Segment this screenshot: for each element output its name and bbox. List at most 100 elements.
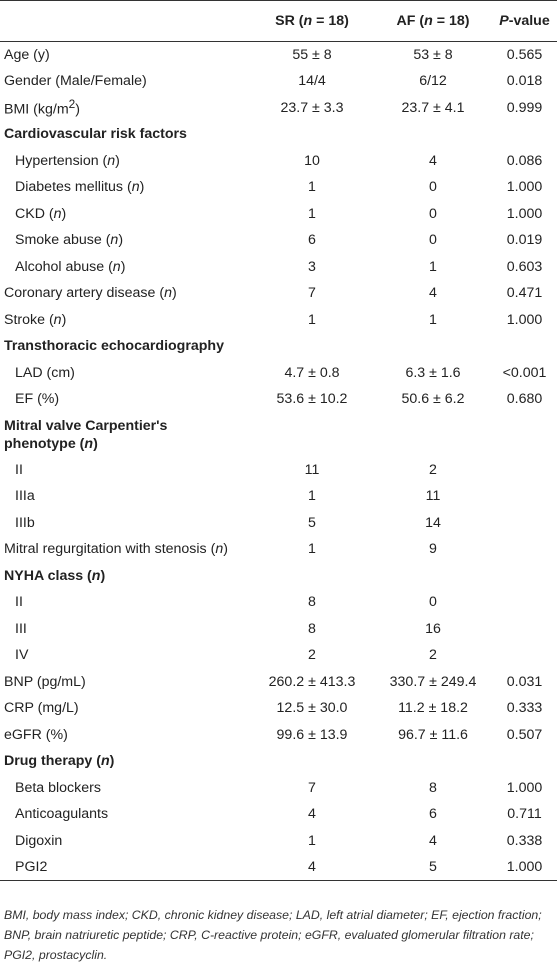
p-value [492,457,557,484]
section-heading: Cardiovascular risk factors [4,126,187,143]
sr-value: 4 [308,806,316,823]
af-value: 4 [429,285,437,302]
af-value: 0 [429,232,437,249]
table-row: Coronary artery disease (n) 7 4 0.471 [0,280,557,307]
sr-value: 1 [308,179,316,196]
section-heading: NYHA class (n) [4,567,106,584]
section-heading: Mitral valve Carpentier's phenotype (n) [4,417,168,452]
af-value: 50.6 ± 6.2 [401,391,465,408]
row-label: II [15,461,23,478]
p-value: <0.001 [502,364,547,381]
af-value: 1 [429,311,437,328]
header-label-cell [0,0,250,42]
header-af: AF (n = 18) [374,0,492,42]
sr-value: 12.5 ± 30.0 [276,700,348,717]
sr-value: 8 [308,620,316,637]
sr-value: 1 [308,541,316,558]
row-label: Mitral regurgitation with stenosis (n) [4,541,228,558]
p-value: 1.000 [506,179,543,196]
table-row: III 8 16 [0,616,557,643]
row-label: LAD (cm) [15,364,75,381]
section-row: NYHA class (n) [0,563,557,590]
sr-value: 55 ± 8 [292,47,332,63]
p-value [492,483,557,510]
sr-value: 99.6 ± 13.9 [276,726,348,743]
af-value: 5 [374,854,492,881]
section-row: Mitral valve Carpentier's phenotype (n) [0,413,557,457]
table-row: Anticoagulants 4 6 0.711 [0,801,557,828]
table-row: BNP (pg/mL) 260.2 ± 413.3 330.7 ± 249.4 … [0,669,557,696]
table-row: Mitral regurgitation with stenosis (n) 1… [0,536,557,563]
row-label: Diabetes mellitus (n) [15,179,145,196]
af-value: 53 ± 8 [413,47,453,63]
p-value [492,642,557,669]
p-value: 0.507 [506,726,543,743]
row-label: IV [15,647,29,664]
p-value [492,510,557,537]
p-value: 0.999 [506,99,543,116]
af-value: 23.7 ± 4.1 [401,99,465,116]
section-row: Transthoracic echocardiography [0,333,557,360]
af-value: 4 [429,152,437,169]
af-value: 2 [429,647,437,664]
sr-value: 1 [308,832,316,849]
sr-value: 10 [304,152,320,169]
af-value: 6/12 [419,73,447,90]
table-row: IV 2 2 [0,642,557,669]
row-label: CKD (n) [15,205,67,222]
af-value: 0 [429,179,437,196]
header-sr: SR (n = 18) [250,0,374,42]
row-label: Hypertension (n) [15,152,120,169]
row-label: eGFR (%) [4,726,68,743]
row-label: III [15,620,27,637]
sr-value: 4 [250,854,374,881]
p-value: 0.565 [506,47,543,63]
af-value: 16 [425,620,441,637]
sr-value: 23.7 ± 3.3 [280,99,344,116]
p-value: 0.018 [506,73,543,90]
row-label: IIIb [15,514,35,531]
sr-value: 1 [308,205,316,222]
section-row: Drug therapy (n) [0,748,557,775]
af-value: 14 [425,514,441,531]
row-label: Smoke abuse (n) [15,232,124,249]
table-row: Digoxin 1 4 0.338 [0,828,557,855]
p-value: 0.031 [506,673,543,690]
section-row: Cardiovascular risk factors [0,121,557,148]
row-label: Digoxin [15,832,63,849]
sr-value: 3 [308,258,316,275]
table-row: Beta blockers 7 8 1.000 [0,775,557,802]
table-row: IIIa 1 11 [0,483,557,510]
table-row: CKD (n) 1 0 1.000 [0,201,557,228]
af-value: 8 [429,779,437,796]
p-value: 1.000 [492,854,557,881]
table-row: BMI (kg/m2) 23.7 ± 3.3 23.7 ± 4.1 0.999 [0,95,557,122]
baseline-characteristics-table: SR (n = 18) AF (n = 18) P-value Age (y) … [0,0,557,881]
p-value: 1.000 [506,779,543,796]
sr-value: 7 [308,779,316,796]
af-value: 96.7 ± 11.6 [398,726,468,743]
p-value: 0.019 [506,232,543,249]
table-row: Alcohol abuse (n) 3 1 0.603 [0,254,557,281]
p-value: 0.680 [506,391,543,408]
sr-value: 53.6 ± 10.2 [276,391,348,408]
table-row: EF (%) 53.6 ± 10.2 50.6 ± 6.2 0.680 [0,386,557,413]
sr-value: 4.7 ± 0.8 [284,364,340,381]
row-label: Alcohol abuse (n) [15,258,126,275]
sr-value: 11 [304,461,320,478]
row-label: Stroke (n) [4,311,67,328]
p-value: 0.338 [506,832,543,849]
af-value: 1 [429,258,437,275]
p-value: 1.000 [506,205,543,222]
row-label: Gender (Male/Female) [4,73,147,90]
table-row: eGFR (%) 99.6 ± 13.9 96.7 ± 11.6 0.507 [0,722,557,749]
af-value: 0 [429,594,437,611]
af-value: 6.3 ± 1.6 [405,364,461,381]
row-label: Beta blockers [15,779,101,796]
row-label: IIIa [15,488,35,505]
sr-value: 1 [308,311,316,328]
af-value: 330.7 ± 249.4 [389,673,477,690]
af-value: 11 [425,488,441,505]
row-label: EF (%) [15,391,60,408]
